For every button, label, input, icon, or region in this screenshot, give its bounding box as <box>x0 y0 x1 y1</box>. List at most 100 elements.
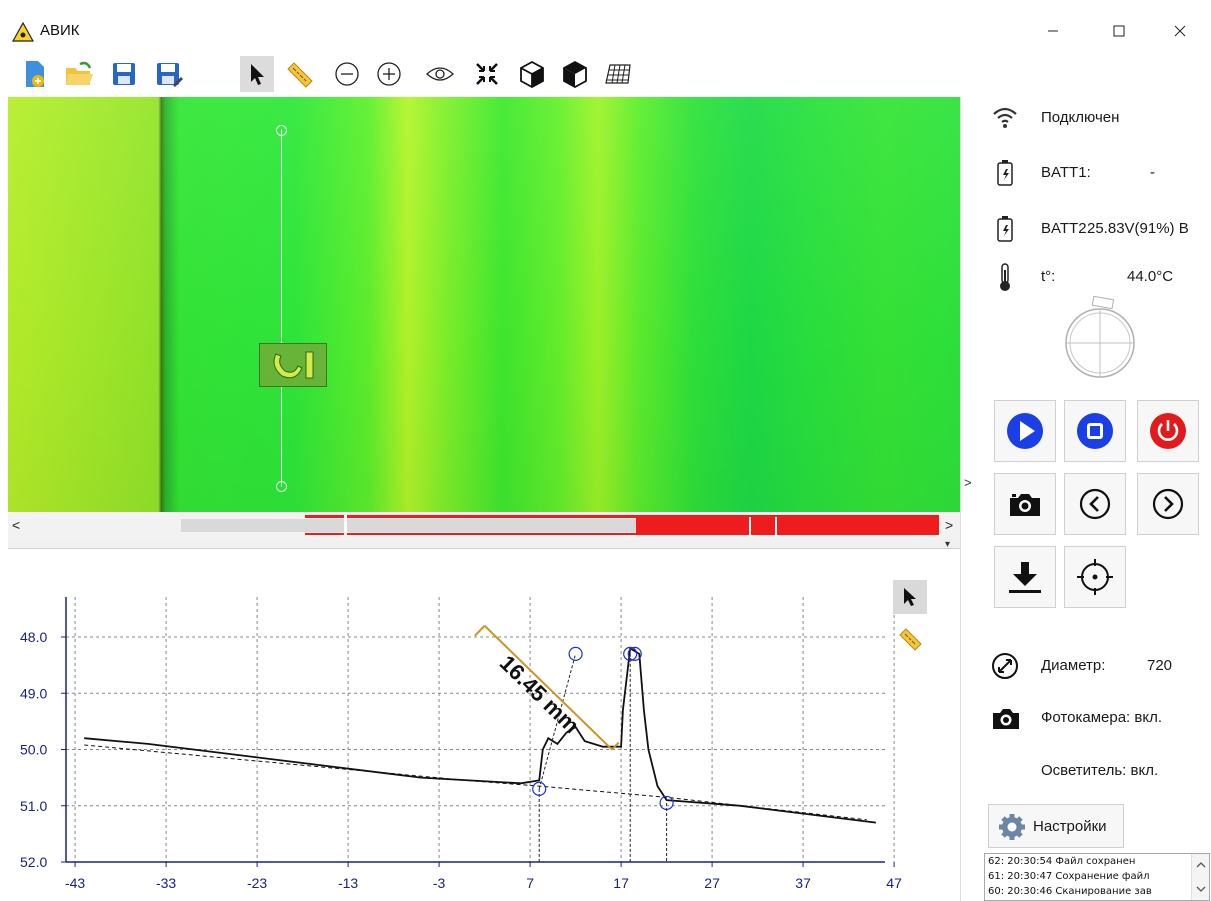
orientation-indicator <box>1060 293 1140 383</box>
open-folder-icon <box>66 61 93 85</box>
grid-icon <box>605 64 631 84</box>
pointer-tool-button[interactable] <box>240 56 274 92</box>
cube-icon <box>520 60 544 88</box>
log-entry: 62: 20:30:54 Файл сохранен <box>988 856 1136 867</box>
battery-icon <box>991 215 1019 243</box>
y-tick-label: 52.0 <box>20 854 47 870</box>
pointer-icon <box>904 588 916 606</box>
next-icon <box>1152 488 1184 520</box>
close-button[interactable] <box>1157 14 1203 48</box>
profile-marker <box>659 795 674 811</box>
profile-chart[interactable]: -43 -33 -23 -13 -3 7 17 27 37 47 48.0 49.0 50.0 51.0 5… <box>8 552 960 901</box>
3d-view-button[interactable] <box>515 56 549 92</box>
start-button[interactable] <box>994 400 1056 462</box>
save-icon <box>113 63 135 85</box>
measurement-tick <box>474 625 486 637</box>
x-tick-label: 47 <box>886 875 902 891</box>
eye-icon <box>426 67 454 81</box>
power-button[interactable] <box>1137 400 1199 462</box>
batt1-value: - <box>1150 164 1155 181</box>
fit-icon <box>476 63 498 85</box>
pointer-icon <box>251 64 264 85</box>
panel-splitter[interactable]: > <box>960 97 977 901</box>
scroll-right-button[interactable]: > <box>945 517 954 533</box>
next-button[interactable] <box>1137 473 1199 535</box>
x-tick-label: -43 <box>65 875 85 891</box>
save-as-button[interactable] <box>152 56 186 92</box>
settings-button[interactable]: Настройки <box>988 804 1124 848</box>
x-tick-label: -13 <box>338 875 358 891</box>
connection-status: Подключен <box>1041 109 1120 126</box>
cut-line-top-handle[interactable] <box>276 125 287 136</box>
profile-chart-svg: -43 -33 -23 -13 -3 7 17 27 37 47 48.0 49.0 50.0 51.0 5… <box>20 597 902 891</box>
light-status: Осветитель: вкл. <box>1041 762 1159 779</box>
scan-image-view[interactable] <box>8 97 960 512</box>
cut-line-bottom-handle[interactable] <box>276 481 287 492</box>
x-tick-label: 17 <box>613 875 629 891</box>
app-logo-icon <box>11 21 35 47</box>
surface-marking <box>259 343 327 387</box>
chart-ruler-button[interactable] <box>893 622 927 656</box>
log-scrollbar[interactable] <box>1191 854 1209 900</box>
view-button[interactable] <box>423 56 457 92</box>
download-icon <box>1009 562 1041 593</box>
diameter-value: 720 <box>1147 657 1173 674</box>
ruler-icon <box>899 628 922 651</box>
log-entry: 61: 20:30:47 Сохранение файл <box>988 871 1150 882</box>
toolbar <box>0 52 1211 97</box>
3d-shaded-button[interactable] <box>558 56 592 92</box>
timeline-scrollbar[interactable]: < > <box>8 513 960 539</box>
stop-button[interactable] <box>1064 400 1126 462</box>
profile-marker <box>623 646 638 661</box>
window-title: АВИК <box>40 22 80 39</box>
zoom-out-button[interactable] <box>330 56 364 92</box>
cube-shaded-icon <box>563 60 587 88</box>
power-icon <box>1150 413 1186 449</box>
title-bar: АВИК <box>0 0 1211 52</box>
profile-marker <box>568 646 583 661</box>
diameter-label: Диаметр: <box>1041 657 1106 674</box>
ruler-tool-button[interactable] <box>282 56 316 92</box>
maximize-icon <box>1113 25 1125 37</box>
download-button[interactable] <box>994 546 1056 608</box>
fit-view-button[interactable] <box>470 56 504 92</box>
y-tick-label: 48.0 <box>20 629 47 645</box>
camera-button[interactable] <box>994 473 1056 535</box>
zoom-in-button[interactable] <box>372 56 406 92</box>
previous-button[interactable] <box>1064 473 1126 535</box>
chart-pointer-button[interactable] <box>893 580 927 614</box>
x-tick-label: 27 <box>704 875 720 891</box>
maximize-button[interactable] <box>1096 14 1142 48</box>
open-button[interactable] <box>62 56 96 92</box>
collapse-arrow[interactable]: ▾ <box>945 539 951 550</box>
stop-icon <box>1077 413 1113 449</box>
timeline-track[interactable] <box>181 515 939 535</box>
splitter-arrow[interactable]: > <box>964 475 972 490</box>
grid-button[interactable] <box>602 56 636 92</box>
marking-shape <box>273 351 314 379</box>
event-log[interactable]: 62: 20:30:54 Файл сохранен 61: 20:30:47 … <box>984 853 1210 901</box>
profile-marker <box>627 646 642 661</box>
measurement-line <box>483 625 613 751</box>
device-panel: Подключен BATT1: - BATT2 25.83V(91%) B t… <box>977 97 1211 901</box>
save-button[interactable] <box>107 56 141 92</box>
temperature-row: t°: 44.0°C <box>977 261 1211 293</box>
center-target-button[interactable] <box>1064 546 1126 608</box>
play-icon <box>1007 413 1043 449</box>
batt2-row: BATT2 25.83V(91%) B <box>977 213 1211 245</box>
new-file-button[interactable] <box>18 56 52 92</box>
batt2-value: 25.83V(91%) B <box>1087 220 1189 237</box>
zoom-in-icon <box>377 62 401 86</box>
scroll-left-button[interactable]: < <box>12 517 21 533</box>
panel-divider[interactable]: ▾ <box>8 539 960 550</box>
x-tick-label: -33 <box>156 875 176 891</box>
measurement-label: 16.45 mm <box>495 650 584 738</box>
profile-cut-line[interactable] <box>281 129 282 487</box>
prev-icon <box>1079 488 1111 520</box>
wifi-icon <box>991 103 1019 131</box>
y-tick-label: 49.0 <box>20 685 47 701</box>
minimize-button[interactable] <box>1030 14 1076 48</box>
baseline-series <box>84 744 867 821</box>
x-tick-label: 7 <box>526 875 534 891</box>
pipe-orientation-icon <box>1065 295 1135 378</box>
